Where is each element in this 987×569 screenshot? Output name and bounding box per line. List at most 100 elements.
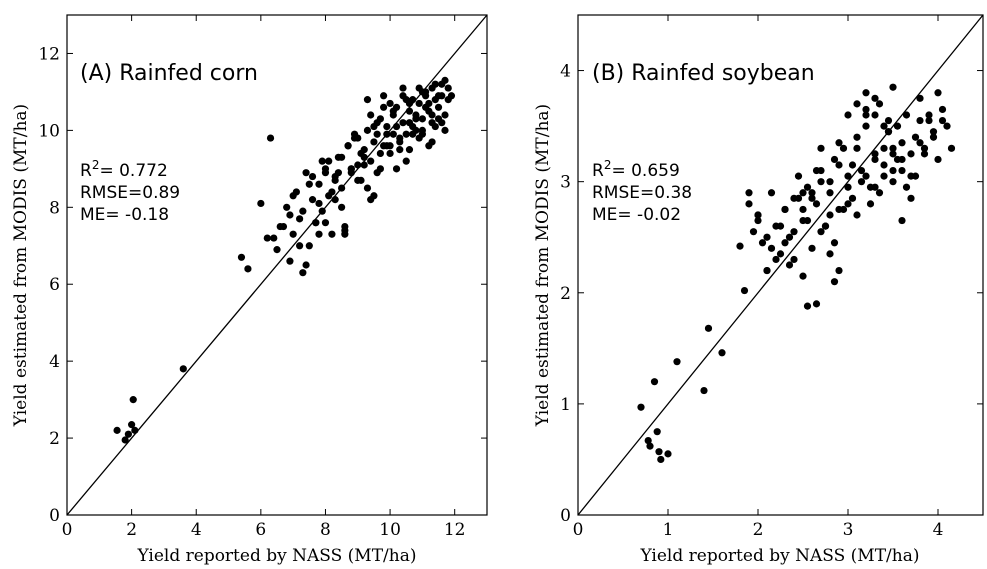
panel-b-data-point — [848, 161, 857, 169]
panel-b-x-tick-label: 2 — [753, 520, 764, 540]
panel-a-data-point — [328, 230, 336, 238]
panel-b-data-point — [898, 139, 906, 147]
panel-a-data-point — [402, 157, 410, 165]
panel-a-data-point — [308, 196, 317, 204]
panel-a-data-point — [341, 230, 349, 238]
panel-b-data-point — [790, 255, 798, 264]
panel-b-data-point — [853, 211, 861, 219]
panel-b-ticks: 0 1 2 3 4 0 1 2 3 4 — [560, 15, 983, 540]
panel-a-x-axis-label: Yield reported by NASS (MT/ha) — [136, 546, 416, 566]
panel-b-data-point — [862, 105, 870, 114]
panel-b-data-point — [925, 116, 933, 125]
panel-a-data-point — [428, 111, 436, 119]
panel-b-data-point — [893, 122, 902, 130]
panel-a-ticks: 0 2 4 6 8 10 12 0 2 4 6 8 10 12 — [38, 15, 487, 540]
panel-a-data-point — [444, 84, 452, 92]
panel-a-data-point — [296, 215, 304, 223]
panel-b-data-point — [875, 189, 884, 197]
panel-a-data-point — [405, 119, 414, 127]
panel-a-data-point — [350, 130, 359, 138]
panel-a-data-point — [441, 111, 449, 119]
panel-a-data-point — [373, 130, 381, 138]
panel-b-data-point — [781, 239, 789, 247]
panel-a-data-point — [402, 130, 410, 138]
panel-a-data-point — [405, 146, 414, 154]
panel-a-data-point — [357, 149, 365, 158]
panel-b-me: ME= -0.02 — [592, 205, 681, 225]
panel-a-data-point — [380, 92, 388, 100]
panel-a-data-point — [376, 149, 384, 158]
panel-b-r2: R2= 0.659 — [592, 158, 680, 181]
panel-a-rmse: RMSE=0.89 — [80, 183, 180, 203]
panel-a-data-point — [315, 199, 323, 208]
panel-b-data-point — [718, 349, 726, 357]
panel-a-data-point — [296, 242, 304, 250]
panel-b-data-point — [637, 403, 645, 411]
panel-a-data-point — [273, 246, 281, 254]
panel-a-data-point — [370, 138, 378, 146]
panel-b-data-point — [673, 358, 681, 366]
panel-a-data-point — [128, 421, 136, 429]
panel-b-data-point — [653, 428, 661, 436]
panel-b-data-point — [763, 266, 771, 275]
panel-a-data-point — [305, 180, 313, 188]
panel-b-data-point — [844, 111, 852, 119]
panel-a-data-point — [237, 253, 246, 261]
panel-b-data-point — [853, 100, 861, 108]
panel-a-data-point — [286, 257, 294, 265]
panel-a-data-point — [363, 96, 372, 104]
panel-b-data-point — [776, 250, 785, 258]
panel-b-data-point — [826, 189, 834, 197]
panel-a-data-point — [279, 222, 288, 231]
panel-b-data-point — [749, 228, 758, 236]
panel-b-data-point — [880, 172, 888, 180]
panel-b-rainfed-soybean: 0 1 2 3 4 0 1 2 3 4 (B) Rainfed soybean R2= 0.659… — [533, 14, 984, 566]
panel-b-data-point — [893, 155, 902, 164]
panel-a-data-point — [399, 92, 407, 100]
panel-b-data-point — [767, 189, 776, 197]
panel-a-data-point — [129, 396, 137, 404]
panel-b-data-point — [808, 244, 816, 252]
panel-b-data-point — [830, 278, 839, 286]
panel-b-data-point — [844, 200, 852, 208]
panel-a-data-point — [124, 430, 132, 438]
panel-b-x-tick-label: 4 — [933, 520, 944, 540]
panel-b-data-point — [871, 155, 879, 164]
panel-a-r2: R2= 0.772 — [80, 158, 168, 181]
panel-b-data-point — [776, 222, 785, 230]
panel-b-y-tick-label: 0 — [560, 506, 571, 526]
panel-a-me: ME= -0.18 — [80, 205, 169, 225]
panel-a-y-tick-label: 8 — [49, 198, 60, 218]
panel-b-data-point — [875, 100, 884, 108]
panel-a-data-point — [441, 126, 449, 134]
panel-b-data-point — [943, 122, 951, 130]
panel-a-data-point — [266, 134, 275, 142]
panel-b-x-axis-label: Yield reported by NASS (MT/ha) — [639, 546, 919, 566]
panel-a-data-point — [363, 184, 372, 192]
panel-b-y-tick-label: 3 — [560, 173, 571, 193]
panel-b-data-point — [655, 448, 663, 456]
panel-a-data-point — [441, 76, 449, 84]
panel-b-rmse: RMSE=0.38 — [592, 183, 692, 203]
panel-b-data-point — [803, 216, 812, 225]
panel-b-data-point — [736, 242, 744, 250]
panel-b-data-point — [657, 455, 665, 464]
panel-b-data-point — [700, 386, 708, 395]
panel-a-y-tick-label: 12 — [38, 44, 60, 64]
panel-b-data-point — [844, 172, 852, 180]
panel-b-data-point — [934, 155, 942, 164]
panel-a-data-point — [399, 119, 407, 127]
panel-a-data-point — [321, 219, 330, 227]
panel-a-data-point — [373, 119, 381, 127]
panel-b-data-point — [889, 150, 897, 158]
panel-b-data-point — [871, 183, 879, 191]
panel-b-data-point — [812, 300, 821, 308]
panel-b-data-point — [812, 166, 821, 175]
panel-a-data-point — [367, 157, 375, 165]
panel-b-data-point — [817, 228, 825, 236]
panel-a-plot-area — [66, 14, 488, 516]
panel-b-data-point — [740, 286, 749, 295]
panel-a-y-tick-label: 0 — [49, 506, 60, 526]
panel-a-data-point — [367, 196, 375, 204]
panel-a-data-point — [447, 92, 456, 100]
